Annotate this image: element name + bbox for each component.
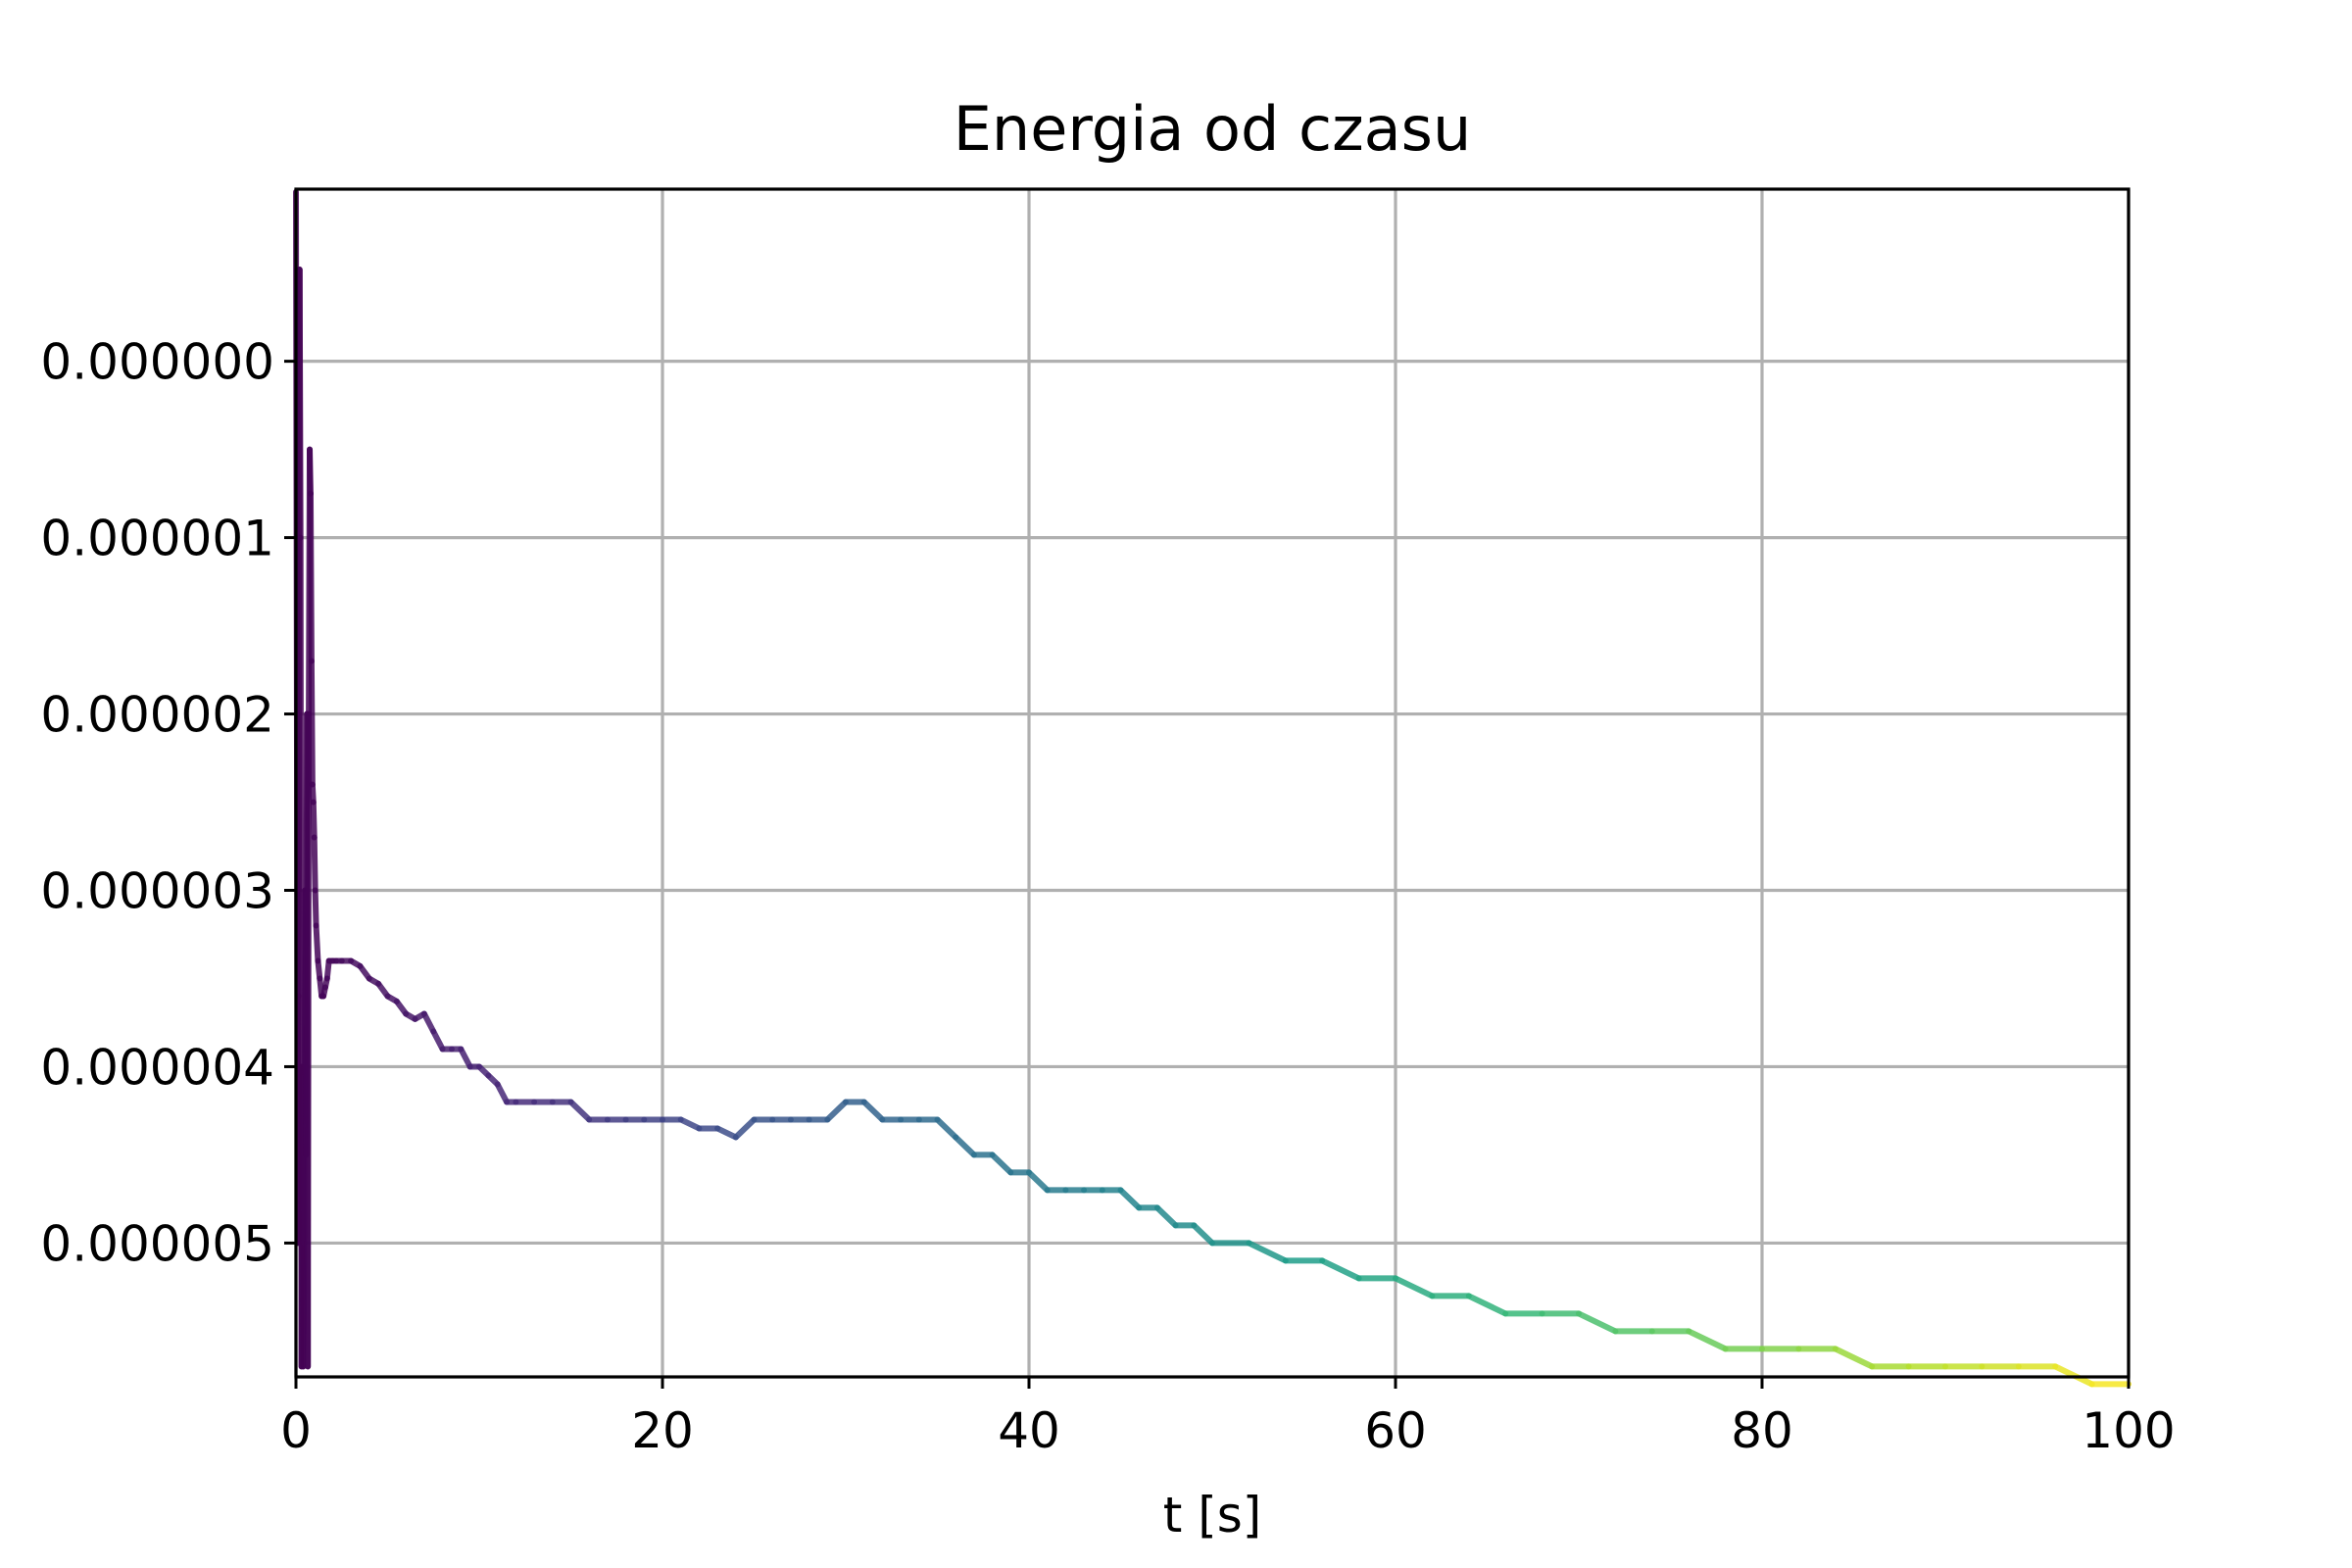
line-segment <box>714 1125 739 1141</box>
grid-lines <box>294 189 2131 1377</box>
line-segment <box>296 267 304 541</box>
x-tick-label: 40 <box>998 1402 1060 1459</box>
line-segment <box>307 446 314 497</box>
line-segment <box>1576 1310 1619 1335</box>
line-segment <box>1319 1257 1362 1282</box>
line-segment <box>430 1028 446 1053</box>
y-tick-label: 0.000003 <box>40 863 274 920</box>
chart-title: Energia od czasu <box>954 93 1472 165</box>
line-segment <box>323 957 332 982</box>
line-segment <box>420 1010 437 1035</box>
line-segment <box>1153 1204 1179 1229</box>
line-segment <box>458 1046 473 1070</box>
line-segment <box>732 1116 758 1141</box>
line-segment <box>300 1240 308 1370</box>
line-segment <box>1393 1275 1436 1299</box>
line-segment <box>494 1081 511 1105</box>
line-segment <box>1117 1187 1143 1211</box>
line-segment <box>989 1152 1014 1176</box>
line-segment <box>1246 1240 1289 1264</box>
line-segment <box>860 1099 886 1123</box>
line-segment <box>315 957 323 982</box>
y-tick-label: 0.000005 <box>40 1215 274 1272</box>
x-tick-label: 0 <box>280 1402 312 1459</box>
line-segment <box>1026 1169 1051 1194</box>
line-segment <box>312 887 319 929</box>
y-tick-label: 0.000002 <box>40 687 274 744</box>
line-segment <box>309 781 317 806</box>
line-segment <box>1686 1328 1729 1352</box>
line-segment <box>567 1099 593 1123</box>
series-line <box>293 188 2132 1388</box>
line-segment <box>310 799 318 841</box>
line-segment <box>677 1116 703 1132</box>
x-tick-label: 20 <box>631 1402 694 1459</box>
y-tick-label: 0.000004 <box>40 1039 274 1096</box>
x-axis-ticks: 0 20 40 60 80 100 <box>280 1377 2176 1459</box>
x-tick-label: 60 <box>1364 1402 1427 1459</box>
y-tick-label: 0.000000 <box>40 334 274 391</box>
line-segment <box>1465 1293 1509 1317</box>
line-segment <box>313 922 321 964</box>
line-segment <box>305 710 313 1370</box>
line-segment <box>824 1099 849 1123</box>
plot-frame <box>294 187 2131 1379</box>
line-segment <box>1191 1222 1215 1247</box>
line-segment <box>311 834 318 894</box>
line-segment <box>934 1116 959 1141</box>
x-axis-label: t [s] <box>1163 1487 1262 1544</box>
line-segment <box>2052 1363 2095 1388</box>
x-tick-label: 80 <box>1731 1402 1793 1459</box>
x-tick-label: 100 <box>2082 1402 2175 1459</box>
y-tick-label: 0.000001 <box>40 511 274 567</box>
line-segment <box>1832 1346 1876 1370</box>
line-segment <box>308 658 316 788</box>
y-axis-ticks: 0.000000 0.000001 0.000002 0.000003 0.000004… <box>40 334 296 1272</box>
line-segment <box>307 490 315 664</box>
line-segment <box>953 1134 977 1158</box>
